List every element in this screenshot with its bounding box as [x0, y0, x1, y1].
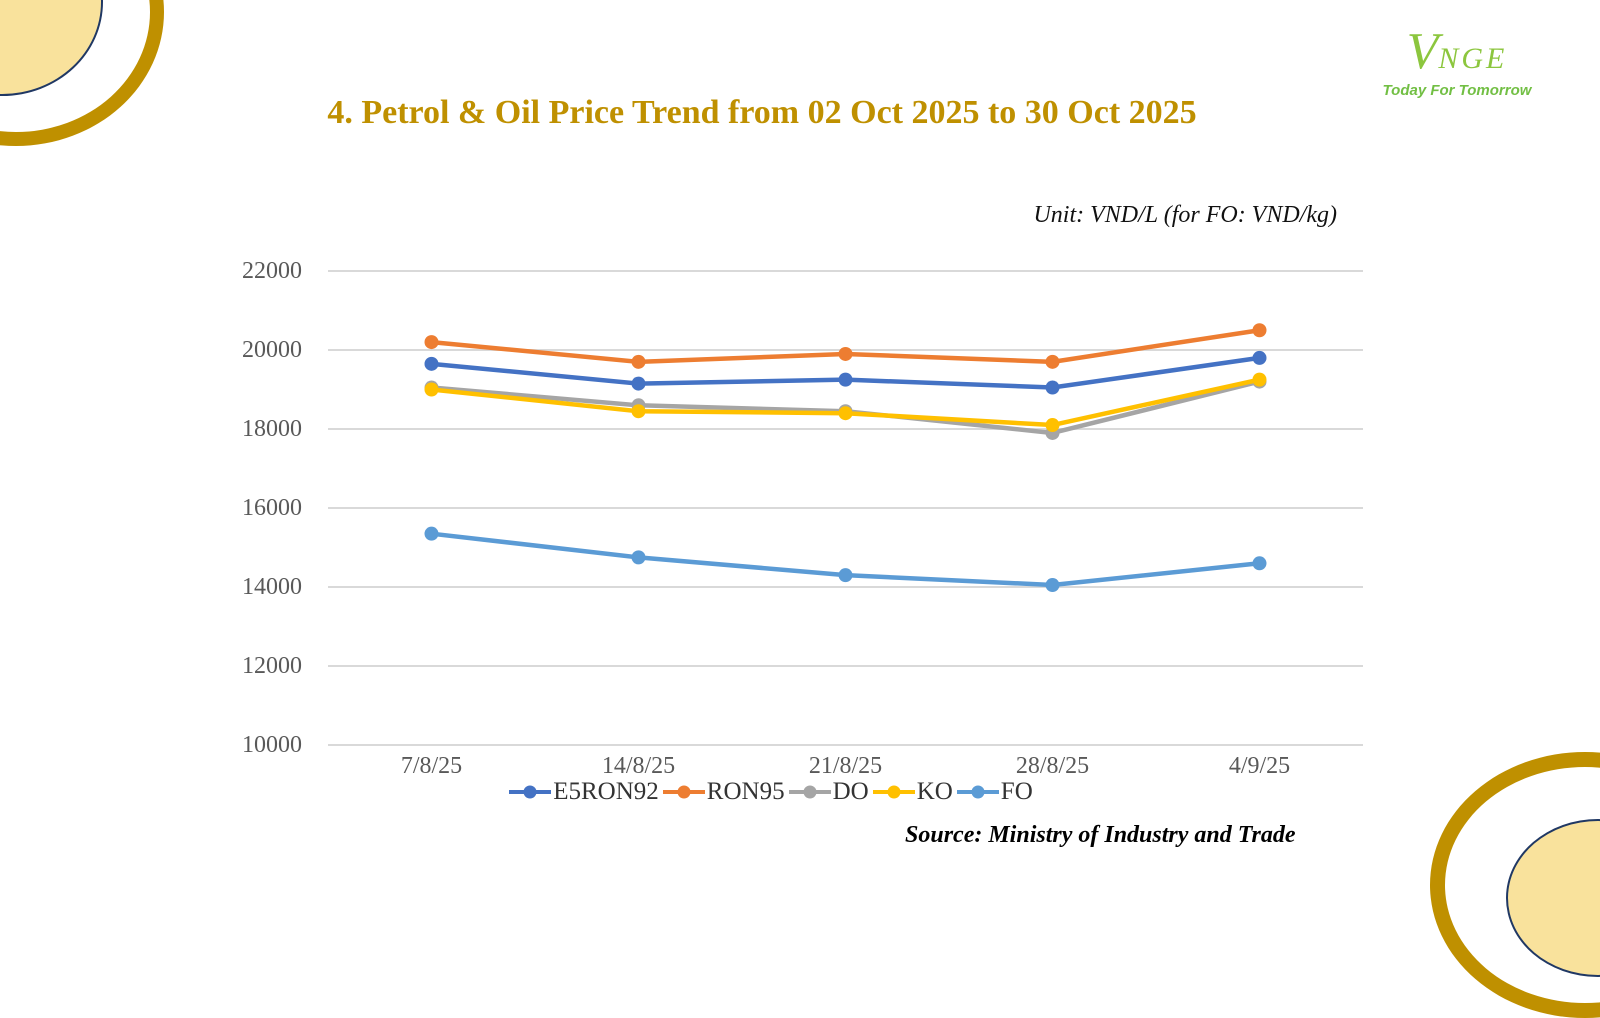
- legend-label: FO: [1000, 778, 1033, 805]
- legend-marker-icon: [788, 785, 831, 799]
- y-tick-label: 22000: [242, 258, 302, 284]
- vnge-logo-brand: VNGE: [1372, 26, 1542, 78]
- data-point-ron95: [838, 346, 853, 361]
- y-tick-label: 12000: [242, 653, 302, 679]
- legend-marker-icon: [872, 785, 915, 799]
- vnge-logo-rest: NGE: [1438, 42, 1508, 75]
- legend-label: E5RON92: [553, 778, 659, 805]
- data-point-ko: [838, 406, 853, 421]
- data-point-fo: [424, 526, 439, 541]
- y-tick-label: 10000: [242, 732, 302, 758]
- legend-label: KO: [916, 778, 953, 805]
- line-chart: [328, 270, 1363, 746]
- x-tick-label: 14/8/25: [601, 753, 676, 779]
- data-point-ko: [1252, 372, 1267, 387]
- data-point-fo: [631, 550, 646, 565]
- data-point-e5ron92: [1045, 380, 1060, 395]
- x-tick-label: 7/8/25: [400, 753, 463, 779]
- chart-legend: E5RON92 RON95 DO KO FO: [0, 778, 1540, 806]
- data-point-ron95: [1045, 354, 1060, 369]
- data-point-fo: [1045, 578, 1060, 593]
- data-point-e5ron92: [631, 376, 646, 391]
- source-note: Source: Ministry of Industry and Trade: [905, 822, 1296, 848]
- legend-marker-icon: [956, 785, 999, 799]
- data-point-fo: [1252, 556, 1267, 571]
- x-tick-label: 21/8/25: [808, 753, 883, 779]
- data-point-ron95: [1252, 323, 1267, 338]
- y-tick-label: 18000: [242, 416, 302, 442]
- unit-note: Unit: VND/L (for FO: VND/kg): [1033, 202, 1337, 228]
- legend-item-ron95: RON95: [661, 778, 785, 806]
- vnge-logo-v: V: [1406, 23, 1439, 80]
- data-point-fo: [838, 568, 853, 583]
- x-tick-label: 4/9/25: [1228, 753, 1291, 779]
- data-point-ko: [424, 382, 439, 397]
- y-tick-label: 14000: [242, 574, 302, 600]
- legend-marker-icon: [662, 785, 705, 799]
- data-point-e5ron92: [838, 372, 853, 387]
- data-point-ko: [631, 404, 646, 419]
- legend-item-ko: KO: [871, 778, 953, 806]
- page-title: 4. Petrol & Oil Price Trend from 02 Oct …: [327, 94, 1197, 131]
- x-tick-label: 28/8/25: [1015, 753, 1090, 779]
- data-point-ron95: [424, 335, 439, 350]
- legend-item-e5ron92: E5RON92: [507, 778, 659, 806]
- data-point-ron95: [631, 354, 646, 369]
- data-point-ko: [1045, 418, 1060, 433]
- legend-label: RON95: [706, 778, 785, 805]
- legend-item-do: DO: [787, 778, 869, 806]
- legend-marker-icon: [509, 785, 552, 799]
- y-tick-label: 20000: [242, 337, 302, 363]
- vnge-logo: VNGE Today For Tomorrow: [1372, 26, 1542, 100]
- data-point-e5ron92: [1252, 350, 1267, 365]
- legend-item-fo: FO: [955, 778, 1033, 806]
- y-tick-label: 16000: [242, 495, 302, 521]
- data-point-e5ron92: [424, 356, 439, 371]
- vnge-logo-tagline: Today For Tomorrow: [1382, 82, 1532, 99]
- legend-label: DO: [832, 778, 869, 805]
